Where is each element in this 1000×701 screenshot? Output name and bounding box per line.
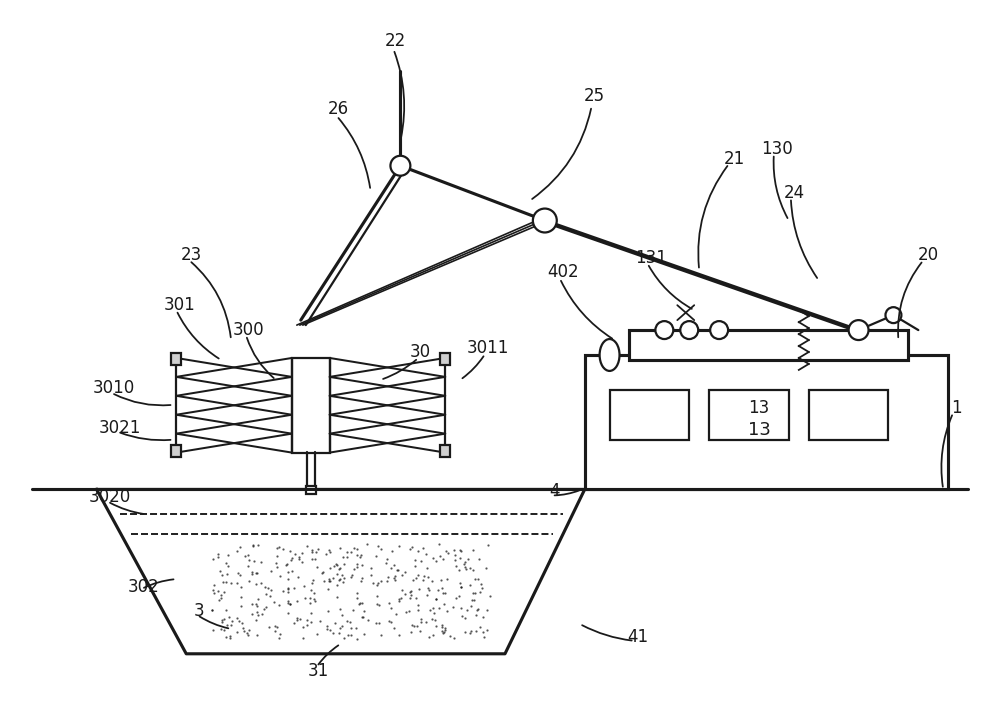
Circle shape [680, 321, 698, 339]
Text: 41: 41 [627, 628, 648, 646]
Text: 130: 130 [761, 139, 793, 158]
Text: 26: 26 [328, 100, 349, 118]
Ellipse shape [600, 339, 620, 371]
Bar [629, 330, 908, 360]
Text: 30: 30 [410, 343, 431, 361]
Text: 22: 22 [385, 32, 406, 50]
Bar [440, 444, 450, 456]
Text: 1: 1 [951, 399, 961, 417]
Bar [306, 486, 316, 494]
Bar [440, 353, 450, 365]
Text: 13: 13 [748, 399, 770, 417]
Text: 23: 23 [181, 246, 202, 264]
Circle shape [710, 321, 728, 339]
Bar [809, 390, 888, 440]
Text: 302: 302 [128, 578, 159, 596]
Circle shape [533, 209, 557, 233]
Text: 4: 4 [550, 482, 560, 501]
Text: 13: 13 [748, 421, 770, 439]
Text: 402: 402 [547, 264, 579, 281]
Text: 3021: 3021 [98, 418, 141, 437]
Text: 24: 24 [783, 184, 804, 202]
Text: 301: 301 [163, 297, 195, 314]
Text: 3011: 3011 [467, 339, 509, 357]
Text: 3: 3 [194, 602, 205, 620]
Text: 300: 300 [233, 321, 265, 339]
Bar [709, 390, 789, 440]
Text: 20: 20 [918, 246, 939, 264]
Text: 31: 31 [308, 662, 329, 680]
Bar [585, 355, 948, 489]
Text: 3010: 3010 [92, 379, 135, 397]
Circle shape [849, 320, 869, 340]
Circle shape [390, 156, 410, 176]
Text: 131: 131 [635, 250, 667, 267]
Text: 25: 25 [584, 87, 605, 105]
Bar [610, 390, 689, 440]
Circle shape [655, 321, 673, 339]
Circle shape [885, 307, 901, 323]
Bar [171, 444, 181, 456]
Text: 21: 21 [723, 150, 745, 168]
Bar [171, 353, 181, 365]
Text: 3020: 3020 [88, 489, 131, 506]
Bar [292, 358, 330, 453]
